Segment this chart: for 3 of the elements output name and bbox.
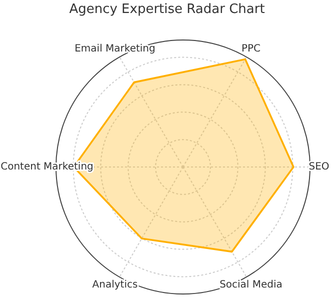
chart-title: Agency Expertise Radar Chart (68, 2, 266, 17)
spoke-label: Analytics (92, 279, 138, 290)
spoke-label: PPC (241, 44, 261, 55)
